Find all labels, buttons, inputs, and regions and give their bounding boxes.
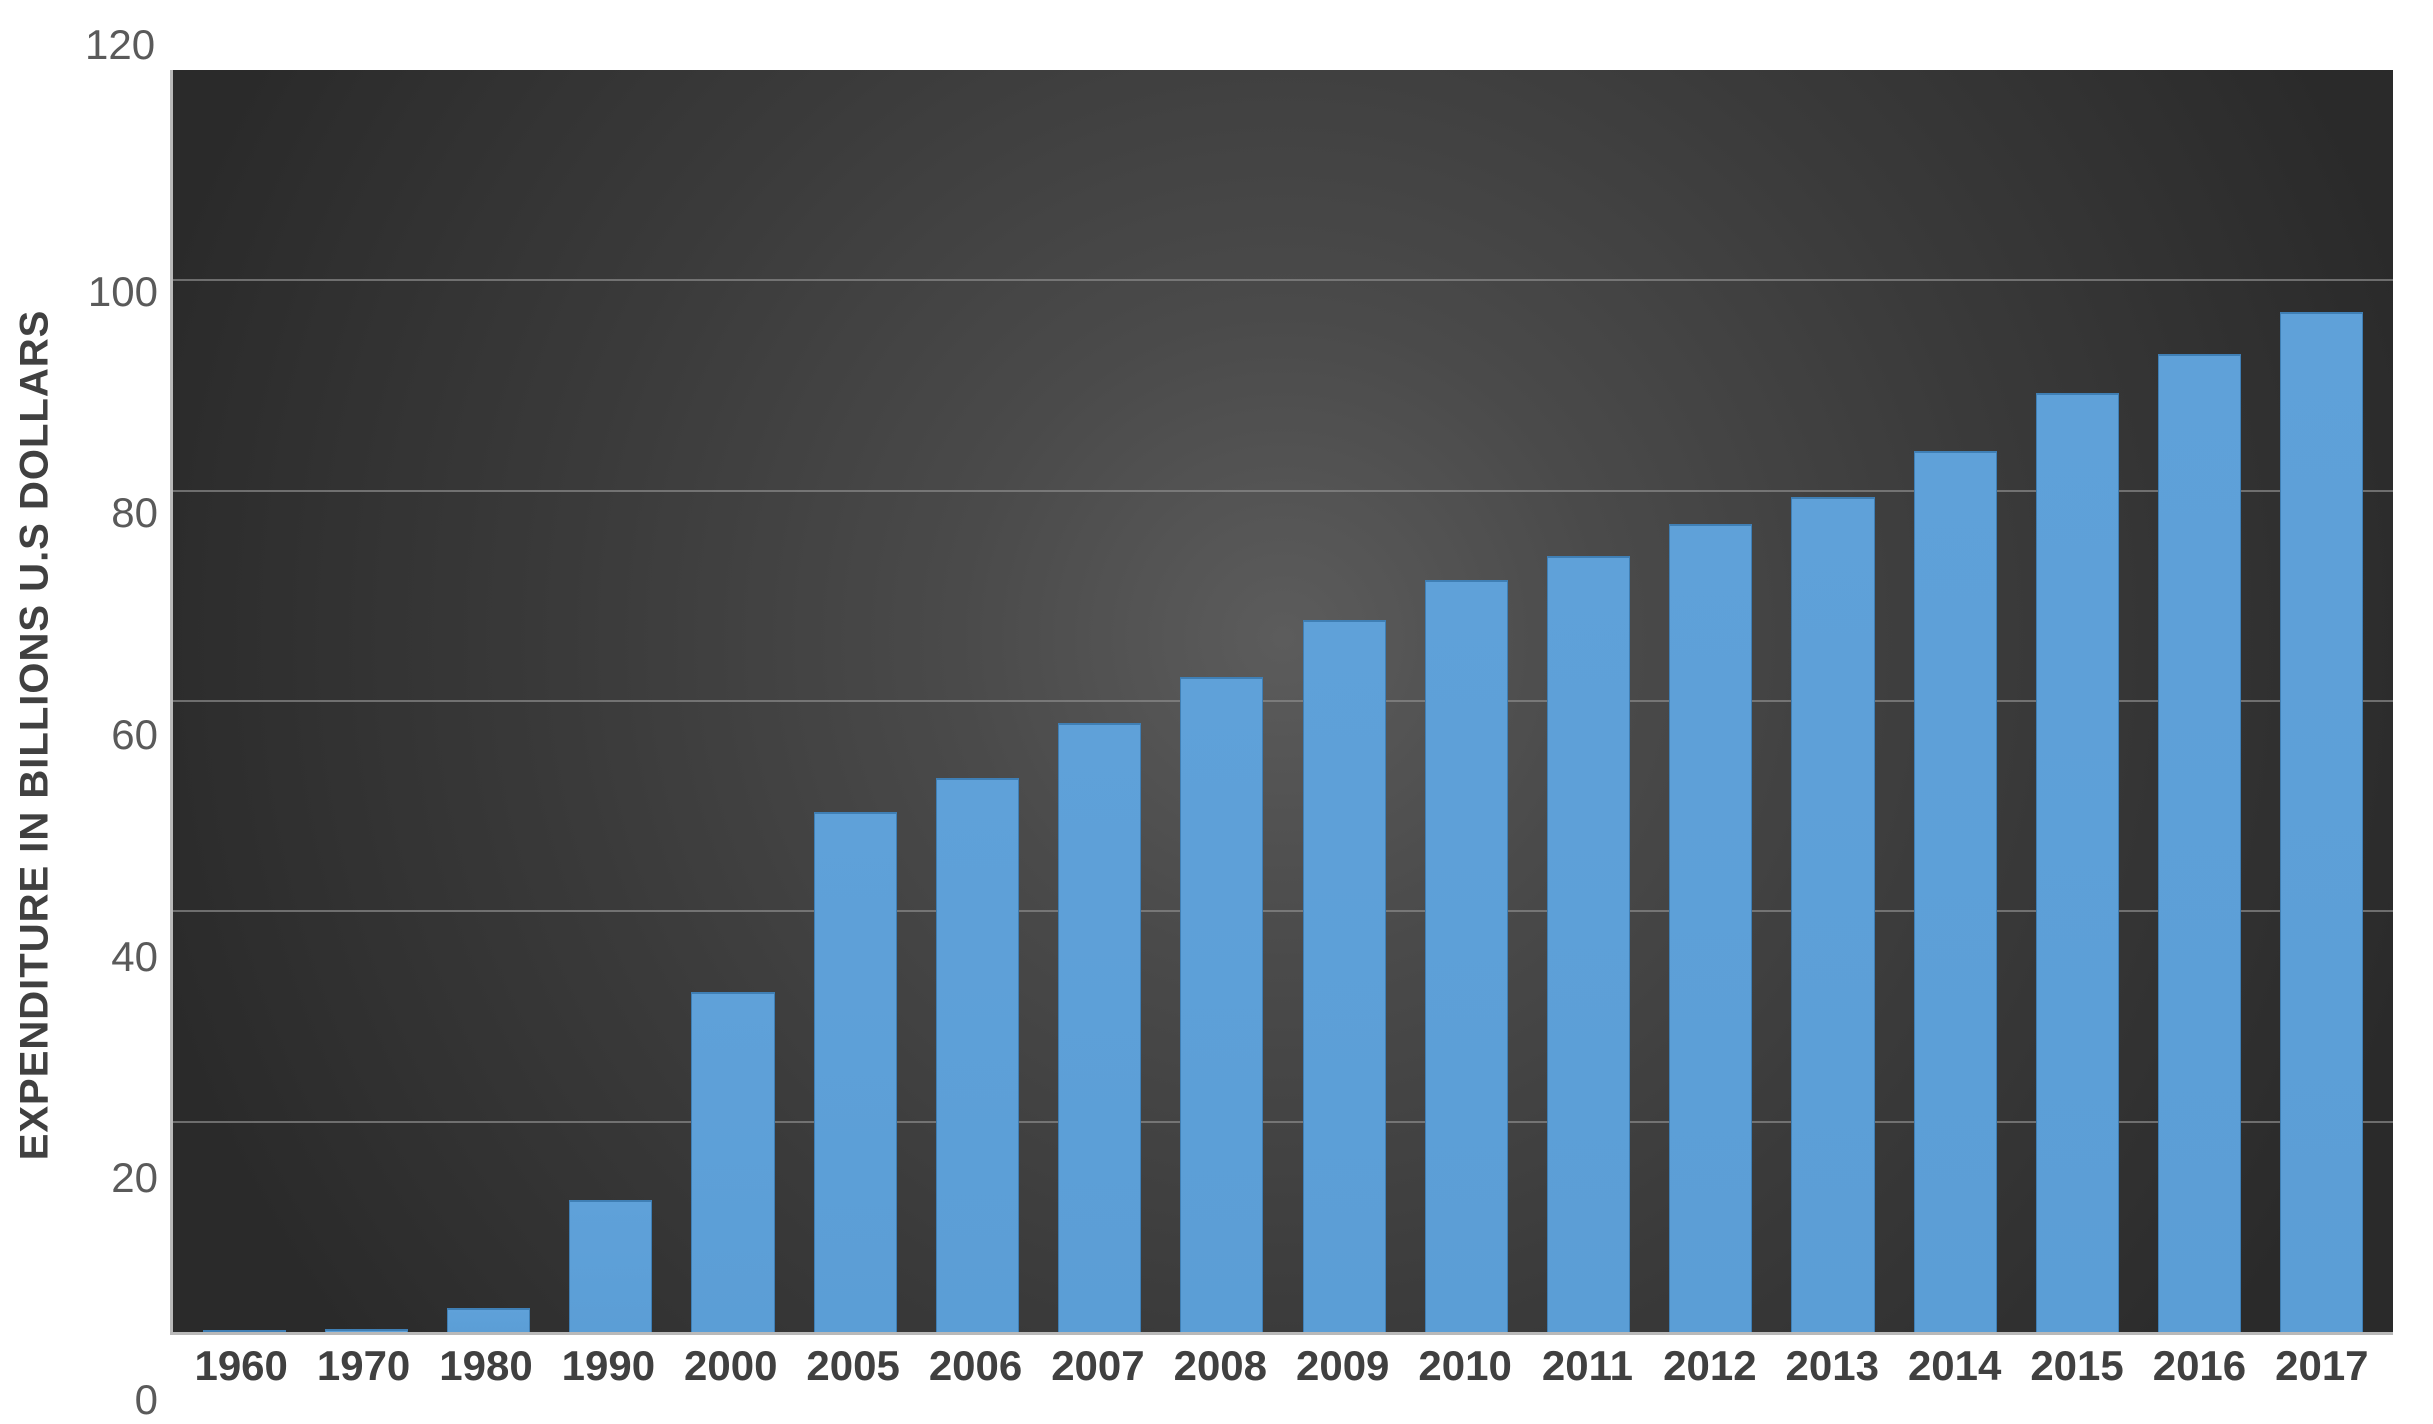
x-tick-label: 2014 [1893, 1335, 2015, 1400]
bar [936, 778, 1019, 1332]
x-tick-label: 2005 [792, 1335, 914, 1400]
bar-slot [183, 70, 305, 1332]
bar-slot [2261, 70, 2383, 1332]
bar-slot [672, 70, 794, 1332]
bar-slot [1527, 70, 1649, 1332]
bar [1303, 620, 1386, 1332]
bar-slot [2139, 70, 2261, 1332]
bar [325, 1329, 408, 1332]
chart-container: 120 EXPENDITURE IN BILLIONS U.S DOLLARS … [0, 0, 2433, 1418]
plot-area [170, 70, 2393, 1335]
bar [2036, 393, 2119, 1332]
right-margin [2393, 70, 2433, 1400]
bar [447, 1308, 530, 1332]
x-tick-label: 1980 [425, 1335, 547, 1400]
bar-slot [794, 70, 916, 1332]
bar [1425, 580, 1508, 1332]
bar-slot [427, 70, 549, 1332]
bar-slot [1772, 70, 1894, 1332]
bar-slot [305, 70, 427, 1332]
top-margin [0, 0, 2433, 20]
bar [203, 1330, 286, 1332]
x-tick-label: 2012 [1649, 1335, 1771, 1400]
bar [1180, 677, 1263, 1332]
bar-slot [1039, 70, 1161, 1332]
y-max-tick-label: 120 [0, 20, 2433, 70]
x-tick-label: 2010 [1404, 1335, 1526, 1400]
x-tick-label: 1990 [547, 1335, 669, 1400]
y-tick-label: 100 [88, 268, 158, 316]
x-tick-label: 2008 [1159, 1335, 1281, 1400]
bar [569, 1200, 652, 1333]
bar [691, 992, 774, 1332]
x-tick-label: 2015 [2016, 1335, 2138, 1400]
y-axis-title-gutter: EXPENDITURE IN BILLIONS U.S DOLLARS [0, 70, 70, 1400]
bar [1791, 497, 1874, 1332]
y-tick-column: 020406080100 [70, 70, 170, 1400]
bar [1547, 556, 1630, 1332]
x-tick-label: 2009 [1282, 1335, 1404, 1400]
x-tick-label: 1960 [180, 1335, 302, 1400]
bar-slot [2016, 70, 2138, 1332]
y-tick-label: 0 [135, 1376, 158, 1424]
bar [1914, 451, 1997, 1332]
bars-container [173, 70, 2393, 1332]
y-tick-label: 40 [111, 933, 158, 981]
x-tick-label: 2006 [914, 1335, 1036, 1400]
bar-slot [550, 70, 672, 1332]
x-tick-label: 2016 [2138, 1335, 2260, 1400]
bar [2158, 354, 2241, 1332]
plot-wrap: 1960197019801990200020052006200720082009… [170, 70, 2393, 1400]
y-tick-label: 80 [111, 489, 158, 537]
bar-slot [1405, 70, 1527, 1332]
x-axis-labels: 1960197019801990200020052006200720082009… [170, 1335, 2393, 1400]
y-tick-label: 20 [111, 1154, 158, 1202]
x-tick-label: 2000 [670, 1335, 792, 1400]
bar-slot [1650, 70, 1772, 1332]
bottom-margin [0, 1400, 2433, 1418]
x-tick-label: 2007 [1037, 1335, 1159, 1400]
bar-slot [1283, 70, 1405, 1332]
x-tick-label: 2011 [1526, 1335, 1648, 1400]
bar [2280, 312, 2363, 1332]
bar [1058, 723, 1141, 1332]
bar-slot [1894, 70, 2016, 1332]
x-tick-label: 2017 [2261, 1335, 2383, 1400]
y-axis-title: EXPENDITURE IN BILLIONS U.S DOLLARS [13, 310, 58, 1161]
x-tick-label: 2013 [1771, 1335, 1893, 1400]
chart-row: EXPENDITURE IN BILLIONS U.S DOLLARS 0204… [0, 70, 2433, 1400]
bar [814, 812, 897, 1332]
x-tick-label: 1970 [302, 1335, 424, 1400]
bar [1669, 524, 1752, 1332]
bar-slot [1161, 70, 1283, 1332]
bar-slot [916, 70, 1038, 1332]
y-tick-label: 60 [111, 711, 158, 759]
